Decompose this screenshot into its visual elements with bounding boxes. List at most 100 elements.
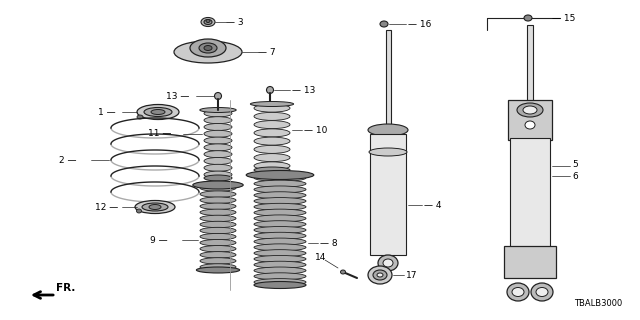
Ellipse shape — [254, 186, 306, 193]
Ellipse shape — [254, 267, 306, 274]
Ellipse shape — [204, 20, 212, 25]
Ellipse shape — [254, 162, 290, 170]
Ellipse shape — [204, 175, 232, 181]
Ellipse shape — [135, 201, 175, 213]
Ellipse shape — [380, 21, 388, 27]
Ellipse shape — [250, 101, 294, 107]
Text: 1 —: 1 — — [98, 108, 116, 116]
Ellipse shape — [214, 92, 221, 100]
Ellipse shape — [378, 255, 398, 271]
Ellipse shape — [523, 106, 537, 114]
Text: — 4: — 4 — [424, 201, 442, 210]
Ellipse shape — [254, 255, 306, 262]
Ellipse shape — [204, 110, 232, 117]
Ellipse shape — [137, 105, 179, 119]
Ellipse shape — [254, 203, 306, 210]
Text: — 3: — 3 — [226, 18, 244, 27]
Ellipse shape — [254, 145, 290, 153]
Ellipse shape — [206, 20, 210, 22]
Ellipse shape — [377, 273, 383, 277]
Ellipse shape — [204, 137, 232, 144]
Ellipse shape — [204, 171, 232, 178]
Ellipse shape — [151, 109, 165, 115]
Ellipse shape — [200, 191, 236, 197]
Ellipse shape — [373, 270, 387, 280]
Ellipse shape — [200, 264, 236, 270]
Ellipse shape — [254, 104, 290, 112]
Text: — 13: — 13 — [292, 85, 316, 94]
Text: 13 —: 13 — — [166, 92, 189, 100]
Text: 14: 14 — [315, 253, 326, 262]
Ellipse shape — [254, 227, 306, 234]
Ellipse shape — [199, 43, 217, 53]
Ellipse shape — [531, 283, 553, 301]
Ellipse shape — [149, 204, 161, 210]
Ellipse shape — [254, 154, 290, 162]
Ellipse shape — [254, 112, 290, 120]
Text: 6: 6 — [572, 172, 578, 180]
Ellipse shape — [174, 41, 242, 63]
Ellipse shape — [254, 279, 306, 286]
Ellipse shape — [200, 258, 236, 264]
Bar — [508, 100, 552, 140]
Text: 11 —: 11 — — [148, 129, 172, 138]
Ellipse shape — [254, 209, 306, 216]
Bar — [504, 246, 556, 278]
Text: 2 —: 2 — — [59, 156, 77, 164]
Ellipse shape — [200, 239, 236, 246]
Text: 12 —: 12 — — [95, 203, 118, 212]
Ellipse shape — [254, 174, 306, 181]
Ellipse shape — [196, 267, 239, 273]
Ellipse shape — [200, 221, 236, 228]
Text: — 16: — 16 — [408, 20, 431, 28]
Ellipse shape — [204, 164, 232, 171]
Text: TBALB3000: TBALB3000 — [573, 299, 622, 308]
Ellipse shape — [201, 18, 215, 27]
Ellipse shape — [368, 124, 408, 136]
Ellipse shape — [369, 148, 407, 156]
Ellipse shape — [204, 130, 232, 137]
Ellipse shape — [200, 203, 236, 210]
Ellipse shape — [204, 124, 232, 131]
Text: 17: 17 — [406, 270, 417, 279]
Ellipse shape — [517, 103, 543, 117]
Ellipse shape — [246, 171, 314, 180]
Bar — [510, 138, 550, 250]
Ellipse shape — [254, 250, 306, 257]
Ellipse shape — [254, 261, 306, 268]
Ellipse shape — [340, 270, 346, 274]
Ellipse shape — [254, 167, 290, 173]
Ellipse shape — [254, 121, 290, 129]
Text: — 8: — 8 — [320, 239, 338, 248]
Ellipse shape — [204, 144, 232, 151]
Ellipse shape — [254, 180, 306, 187]
Ellipse shape — [254, 282, 306, 289]
Ellipse shape — [200, 209, 236, 216]
Bar — [370, 134, 406, 255]
Ellipse shape — [204, 45, 212, 51]
Text: 5: 5 — [572, 159, 578, 169]
Ellipse shape — [254, 129, 290, 137]
Ellipse shape — [512, 287, 524, 297]
Ellipse shape — [254, 137, 290, 145]
Ellipse shape — [266, 86, 273, 93]
Ellipse shape — [200, 233, 236, 240]
Ellipse shape — [137, 115, 143, 119]
Ellipse shape — [254, 244, 306, 251]
Ellipse shape — [190, 39, 226, 57]
Ellipse shape — [536, 287, 548, 297]
Ellipse shape — [254, 232, 306, 239]
Ellipse shape — [254, 273, 306, 280]
Ellipse shape — [368, 266, 392, 284]
Bar — [527, 25, 533, 110]
Text: — 7: — 7 — [258, 47, 276, 57]
Ellipse shape — [254, 221, 306, 228]
Ellipse shape — [142, 203, 168, 211]
Ellipse shape — [200, 252, 236, 258]
Ellipse shape — [524, 15, 532, 21]
Ellipse shape — [254, 215, 306, 222]
Ellipse shape — [144, 108, 172, 116]
Ellipse shape — [200, 215, 236, 221]
Ellipse shape — [200, 227, 236, 234]
Ellipse shape — [383, 259, 393, 267]
